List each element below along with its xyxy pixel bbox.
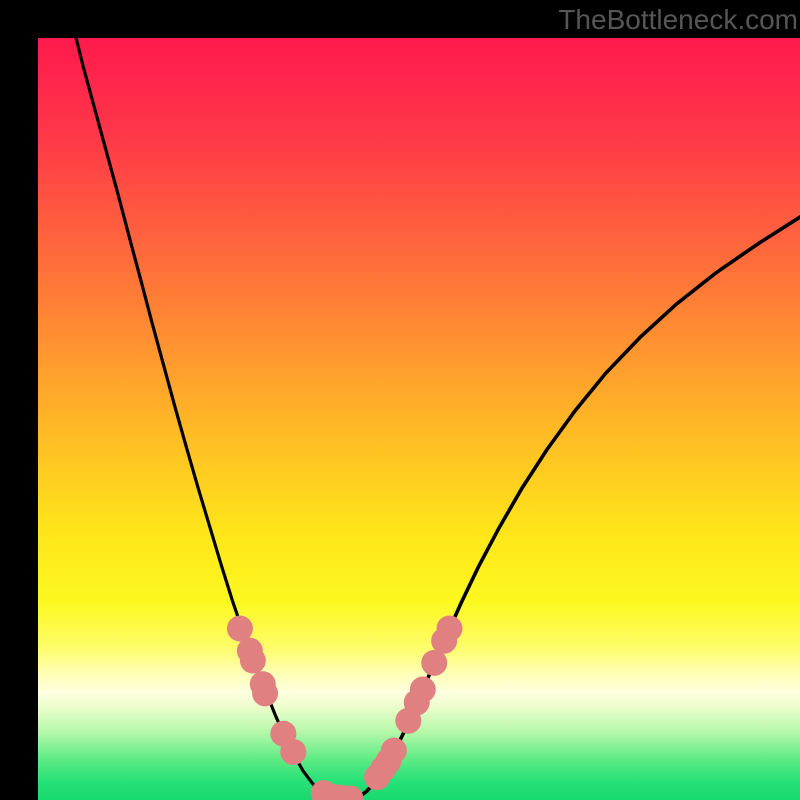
marker-left xyxy=(240,648,266,674)
marker-left xyxy=(280,739,306,765)
bottleneck-chart xyxy=(0,0,800,800)
marker-right xyxy=(436,616,462,642)
marker-right xyxy=(410,677,436,703)
marker-left xyxy=(227,616,253,642)
chart-frame: TheBottleneck.com xyxy=(0,0,800,800)
marker-right xyxy=(381,737,407,763)
marker-right xyxy=(421,650,447,676)
marker-left xyxy=(252,680,278,706)
